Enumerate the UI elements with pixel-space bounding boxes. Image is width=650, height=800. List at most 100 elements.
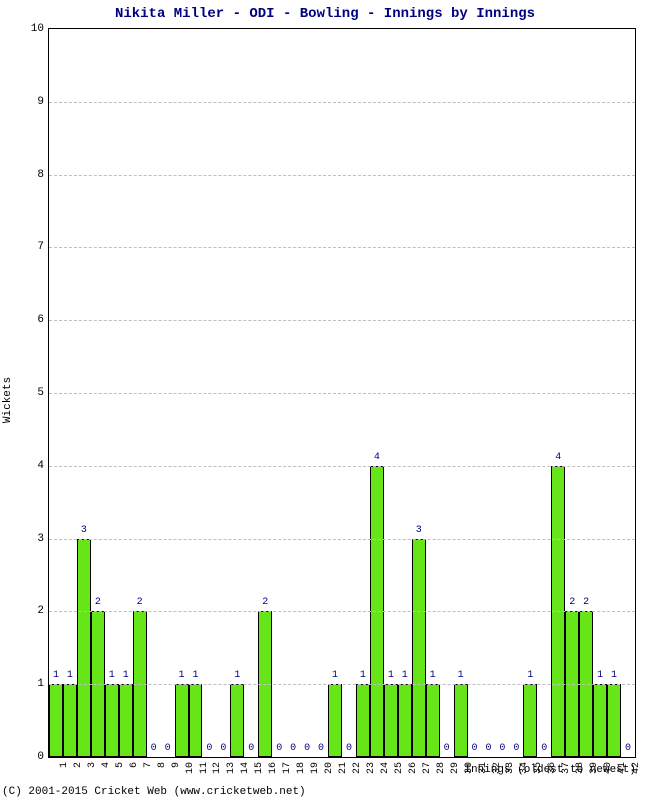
- x-tick-label: 14: [240, 762, 251, 774]
- bar-value-label: 1: [109, 670, 115, 681]
- bar: [356, 684, 370, 757]
- plot-area: [48, 28, 636, 758]
- x-tick-label: 22: [352, 762, 363, 774]
- grid-line: [49, 539, 635, 540]
- x-tick-label: 34: [519, 762, 530, 774]
- x-tick-label: 3: [87, 762, 98, 768]
- bar-value-label: 1: [388, 670, 394, 681]
- bar: [119, 684, 133, 757]
- x-tick-label: 24: [380, 762, 391, 774]
- bar-value-label: 2: [137, 597, 143, 608]
- y-tick-label: 9: [4, 96, 44, 108]
- x-tick-label: 38: [575, 762, 586, 774]
- copyright-text: (C) 2001-2015 Cricket Web (www.cricketwe…: [2, 786, 306, 798]
- y-tick-label: 10: [4, 23, 44, 35]
- x-tick-label: 41: [617, 762, 628, 774]
- x-tick-label: 40: [603, 762, 614, 774]
- x-tick-label: 15: [254, 762, 265, 774]
- y-tick-label: 7: [4, 241, 44, 253]
- bar-value-label: 0: [248, 743, 254, 754]
- bar-value-label: 1: [332, 670, 338, 681]
- grid-line: [49, 393, 635, 394]
- bar: [49, 684, 63, 757]
- bar: [328, 684, 342, 757]
- x-tick-label: 17: [282, 762, 293, 774]
- bar: [63, 684, 77, 757]
- x-tick-label: 26: [408, 762, 419, 774]
- x-tick-label: 19: [310, 762, 321, 774]
- chart-container: Nikita Miller - ODI - Bowling - Innings …: [0, 0, 650, 800]
- x-tick-label: 36: [547, 762, 558, 774]
- bar-value-label: 1: [527, 670, 533, 681]
- bar-value-label: 0: [472, 743, 478, 754]
- bar-value-label: 1: [53, 670, 59, 681]
- bar-value-label: 2: [583, 597, 589, 608]
- bar-value-label: 0: [444, 743, 450, 754]
- bar-value-label: 0: [513, 743, 519, 754]
- bar-value-label: 1: [611, 670, 617, 681]
- x-tick-label: 4: [101, 762, 112, 768]
- x-tick-label: 25: [394, 762, 405, 774]
- bar: [77, 539, 91, 757]
- bar-value-label: 0: [541, 743, 547, 754]
- grid-line: [49, 247, 635, 248]
- x-tick-label: 13: [226, 762, 237, 774]
- y-tick-label: 4: [4, 460, 44, 472]
- x-tick-label: 16: [268, 762, 279, 774]
- bar-value-label: 0: [290, 743, 296, 754]
- x-tick-label: 39: [589, 762, 600, 774]
- bar: [593, 684, 607, 757]
- bar-value-label: 1: [458, 670, 464, 681]
- bar-value-label: 0: [276, 743, 282, 754]
- bar-value-label: 1: [597, 670, 603, 681]
- x-tick-label: 29: [450, 762, 461, 774]
- bar: [230, 684, 244, 757]
- x-tick-label: 7: [143, 762, 154, 768]
- y-tick-label: 8: [4, 169, 44, 181]
- bar-value-label: 2: [262, 597, 268, 608]
- bar: [607, 684, 621, 757]
- bar-value-label: 1: [402, 670, 408, 681]
- bar-value-label: 3: [416, 525, 422, 536]
- bar-value-label: 0: [220, 743, 226, 754]
- bar-value-label: 0: [485, 743, 491, 754]
- bar: [398, 684, 412, 757]
- x-tick-label: 23: [366, 762, 377, 774]
- y-tick-label: 0: [4, 751, 44, 763]
- x-tick-label: 1: [59, 762, 70, 768]
- x-tick-label: 31: [478, 762, 489, 774]
- bar-value-label: 0: [304, 743, 310, 754]
- bar-value-label: 4: [374, 452, 380, 463]
- x-tick-label: 42: [631, 762, 642, 774]
- x-tick-label: 12: [212, 762, 223, 774]
- grid-line: [49, 611, 635, 612]
- x-tick-label: 20: [324, 762, 335, 774]
- y-tick-label: 6: [4, 314, 44, 326]
- grid-line: [49, 320, 635, 321]
- grid-line: [49, 175, 635, 176]
- bar-value-label: 0: [318, 743, 324, 754]
- bar-value-label: 1: [67, 670, 73, 681]
- bar: [189, 684, 203, 757]
- x-tick-label: 35: [533, 762, 544, 774]
- bar-value-label: 0: [206, 743, 212, 754]
- y-tick-label: 5: [4, 387, 44, 399]
- bar: [454, 684, 468, 757]
- x-tick-label: 18: [296, 762, 307, 774]
- x-tick-label: 9: [171, 762, 182, 768]
- x-tick-label: 6: [129, 762, 140, 768]
- bar-value-label: 1: [192, 670, 198, 681]
- bar-value-label: 1: [234, 670, 240, 681]
- bar-value-label: 0: [499, 743, 505, 754]
- y-tick-label: 3: [4, 533, 44, 545]
- x-tick-label: 32: [492, 762, 503, 774]
- bar-value-label: 1: [179, 670, 185, 681]
- bar-value-label: 4: [555, 452, 561, 463]
- bar: [384, 684, 398, 757]
- bar: [175, 684, 189, 757]
- x-tick-label: 27: [422, 762, 433, 774]
- bar-value-label: 1: [430, 670, 436, 681]
- bar: [412, 539, 426, 757]
- bar-value-label: 1: [360, 670, 366, 681]
- bar-value-label: 1: [123, 670, 129, 681]
